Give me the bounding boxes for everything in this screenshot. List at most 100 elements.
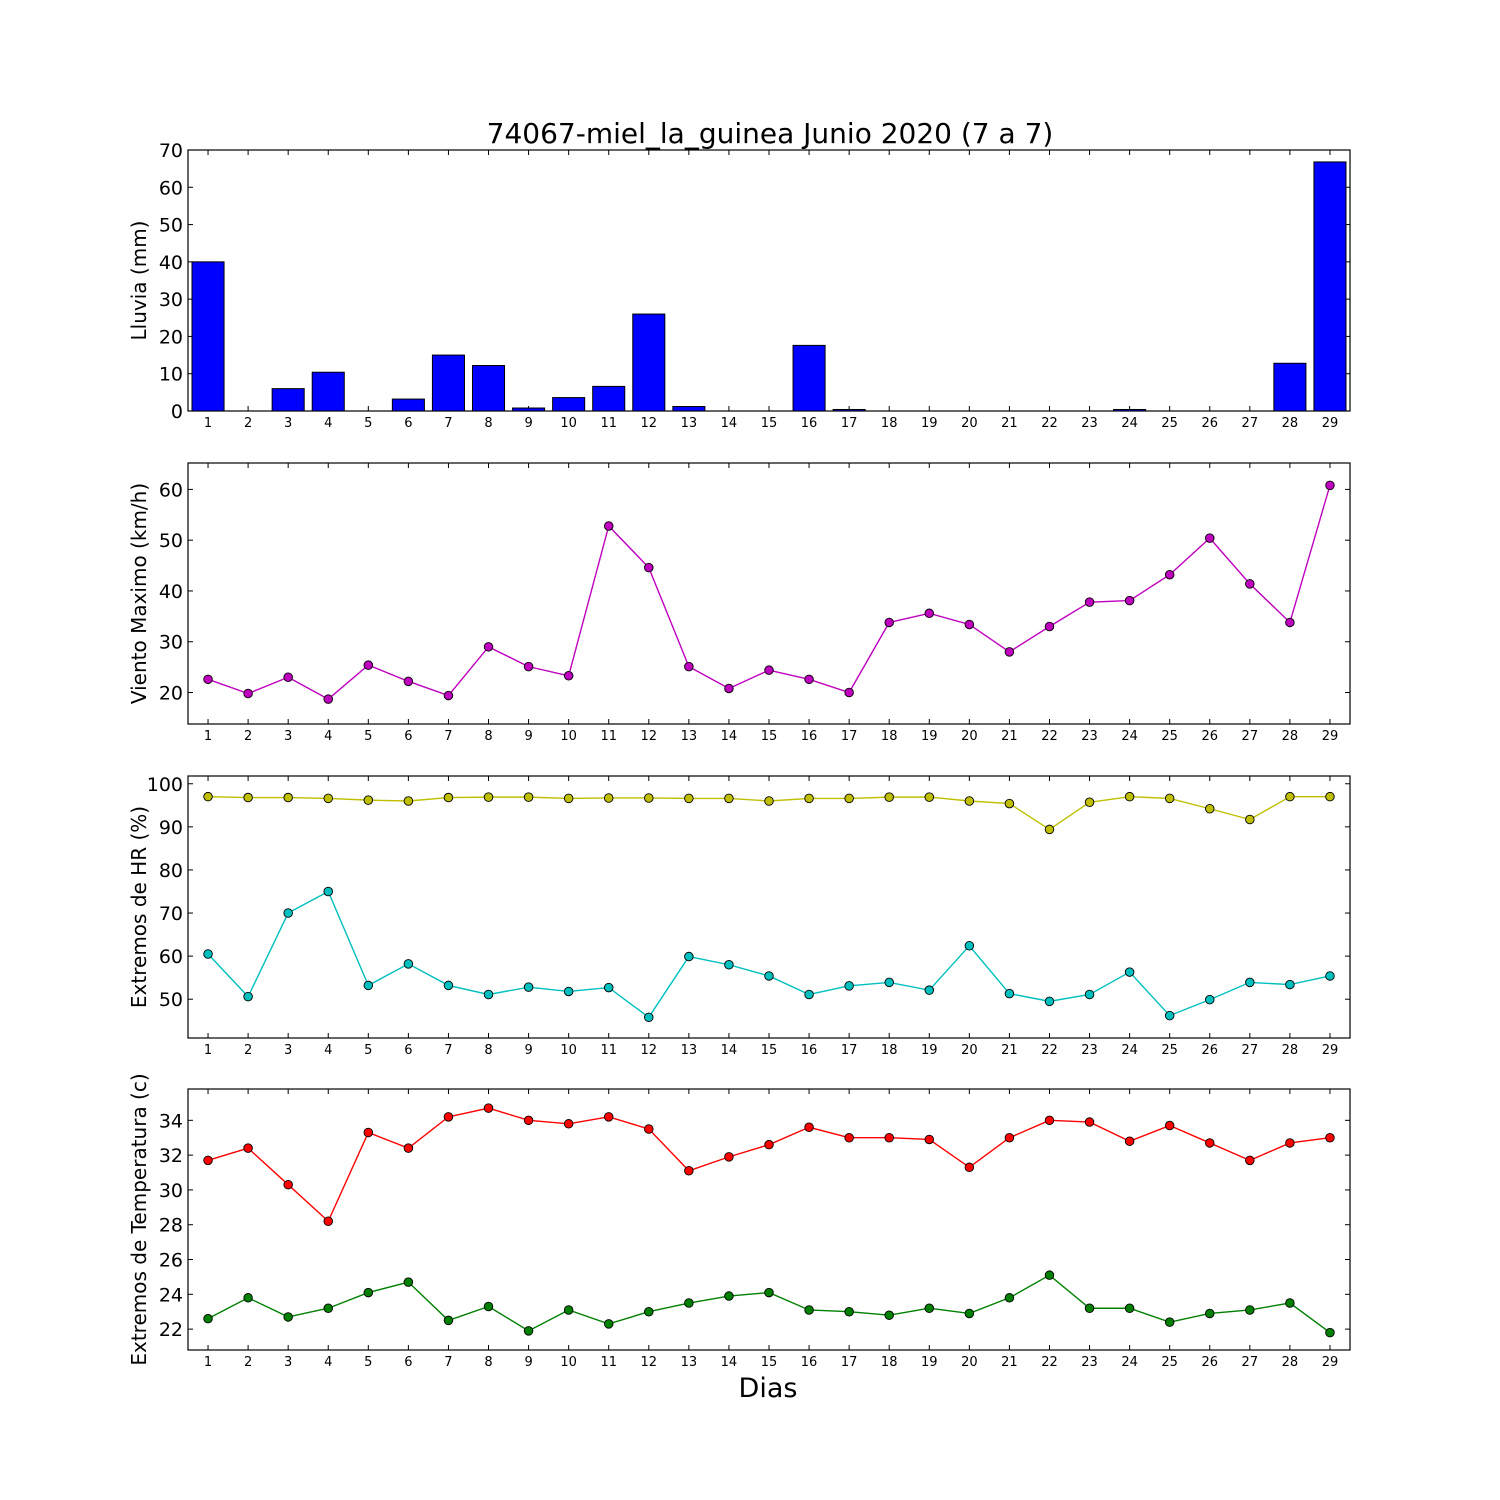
series-1-point <box>1285 791 1295 802</box>
series-2-point <box>1325 971 1335 981</box>
x-tick-label: 20 <box>961 1043 978 1058</box>
x-tick-label: 2 <box>244 416 252 431</box>
series-1-point <box>724 793 734 804</box>
x-tick-label: 26 <box>1201 1355 1218 1370</box>
x-tick-label: 2 <box>244 729 252 744</box>
series-2-point <box>203 1313 213 1324</box>
x-tick-label: 26 <box>1201 416 1218 431</box>
y-tick-label: 60 <box>159 479 183 501</box>
x-tick-label: 3 <box>284 1355 292 1370</box>
x-tick-label: 24 <box>1121 729 1138 744</box>
x-tick-label: 7 <box>444 729 452 744</box>
plot-frame <box>187 149 1351 412</box>
x-tick-label: 22 <box>1041 1043 1058 1058</box>
x-tick-label: 10 <box>560 416 577 431</box>
x-tick-label: 12 <box>641 1355 658 1370</box>
series-2-point <box>964 941 975 951</box>
series-2-point <box>323 1303 333 1313</box>
series-1-point <box>523 1115 534 1126</box>
y-tick-label: 70 <box>159 140 183 162</box>
rain-bar <box>271 388 305 412</box>
x-tick-label: 14 <box>721 1043 738 1058</box>
x-tick-label: 29 <box>1322 416 1339 431</box>
x-tick-label: 7 <box>444 1043 452 1058</box>
series-1-point <box>1084 1117 1095 1127</box>
x-tick-label: 27 <box>1242 416 1259 431</box>
series-1-point <box>844 1132 854 1143</box>
x-tick-label: 17 <box>841 1355 858 1370</box>
y-tick-label: 28 <box>159 1215 183 1237</box>
series-2-point <box>884 977 894 988</box>
rain-bar <box>1313 161 1347 412</box>
series-2-point <box>1205 994 1215 1005</box>
series-1-point <box>603 521 614 531</box>
x-tick-label: 29 <box>1322 1043 1339 1058</box>
series-1-point <box>1205 1138 1215 1148</box>
series-2-point <box>1084 1303 1095 1313</box>
rain-bar <box>672 406 706 412</box>
series-1-point <box>1004 798 1015 809</box>
series-1-point <box>924 792 935 802</box>
x-tick-label: 26 <box>1201 1043 1218 1058</box>
x-tick-label: 25 <box>1161 729 1178 744</box>
series-1-point <box>283 1179 293 1190</box>
x-tick-label: 22 <box>1041 416 1058 431</box>
series-1-point <box>323 793 333 804</box>
x-tick-label: 10 <box>560 729 577 744</box>
rain-bar <box>632 313 666 412</box>
x-tick-label: 20 <box>961 1355 978 1370</box>
series-2-point <box>804 1305 814 1315</box>
series-2-point <box>283 1312 293 1322</box>
x-tick-label: 16 <box>801 1043 818 1058</box>
series-2-point <box>363 1287 374 1298</box>
series-2-point <box>563 986 574 997</box>
x-tick-label: 17 <box>841 729 858 744</box>
series-2-point <box>1285 979 1295 990</box>
series-2-point <box>1044 1270 1055 1280</box>
y-tick-label: 20 <box>159 326 183 348</box>
rain-bar <box>191 261 225 412</box>
x-tick-label: 17 <box>841 416 858 431</box>
x-tick-label: 16 <box>801 1355 818 1370</box>
series-1-point <box>1044 621 1055 632</box>
series-1-point <box>403 1143 414 1153</box>
x-tick-label: 5 <box>364 1355 372 1370</box>
series-2-point <box>1124 1303 1135 1313</box>
x-tick-label: 15 <box>761 1355 778 1370</box>
y-tick-label: 60 <box>159 177 183 199</box>
series-1-point <box>483 792 494 802</box>
x-tick-label: 6 <box>404 1355 412 1370</box>
series-1-point <box>684 1166 694 1176</box>
x-tick-label: 12 <box>641 1043 658 1058</box>
series-1-point <box>203 674 213 685</box>
series-1-point <box>1325 1132 1335 1143</box>
series-1-point <box>804 793 814 804</box>
series-2-point <box>724 1291 734 1301</box>
series-2-point <box>563 1305 574 1315</box>
y-tick-label: 22 <box>159 1319 183 1341</box>
x-tick-label: 25 <box>1161 1043 1178 1058</box>
series-2-point <box>684 951 694 962</box>
series-1-point <box>523 792 534 802</box>
x-tick-label: 14 <box>721 416 738 431</box>
series-2-point <box>1164 1010 1175 1021</box>
series-2-point <box>1004 988 1015 999</box>
rain-bar <box>832 409 866 412</box>
x-tick-label: 4 <box>324 416 332 431</box>
series-1-point <box>1084 597 1095 607</box>
series-2-point <box>1084 989 1095 1000</box>
series-2-point <box>1205 1308 1215 1319</box>
series-1-point <box>603 1112 614 1122</box>
series-2-point <box>523 1326 534 1336</box>
x-tick-label: 3 <box>284 1043 292 1058</box>
series-1-point <box>964 619 975 630</box>
y-tick-label: 20 <box>159 683 183 705</box>
series-2-point <box>203 949 213 959</box>
series-1-point <box>1044 824 1055 835</box>
rain-bar <box>512 407 546 412</box>
x-tick-label: 8 <box>484 1355 492 1370</box>
x-tick-label: 9 <box>524 416 532 431</box>
